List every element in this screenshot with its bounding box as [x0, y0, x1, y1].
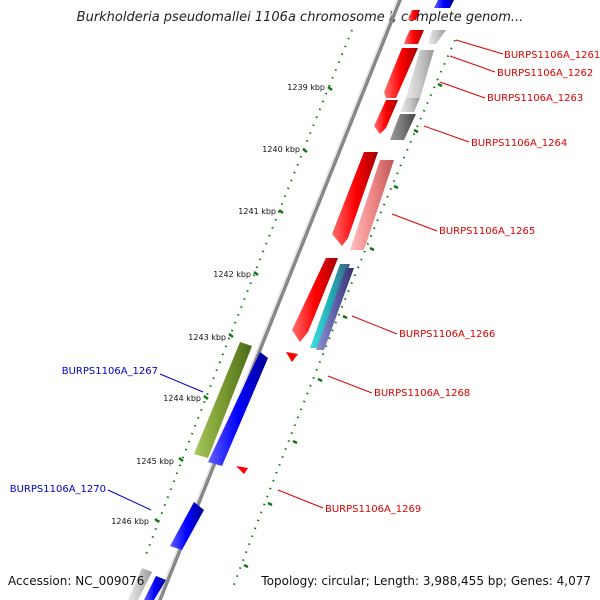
tick-label: 1246 kbp: [111, 517, 149, 526]
gene-label[interactable]: BURPS1106A_1266: [399, 329, 495, 340]
gene-feature[interactable]: [208, 352, 268, 466]
tick-mark: [437, 82, 443, 88]
tick-mark: [243, 563, 249, 569]
leader-line: [391, 213, 438, 232]
gene-label[interactable]: BURPS1106A_1261: [504, 50, 600, 61]
gene-feature[interactable]: [350, 160, 394, 250]
tick-mark: [253, 271, 259, 276]
leader-line: [423, 125, 470, 143]
leader-lines: [277, 39, 504, 509]
tick-mark: [228, 333, 234, 338]
tick-mark: [178, 457, 184, 462]
forward-leader-lines: [107, 373, 204, 511]
tick-label: 1242 kbp: [213, 270, 251, 279]
gene-feature[interactable]: [390, 114, 416, 140]
gene-feature[interactable]: [408, 10, 420, 20]
tick-mark: [154, 518, 160, 523]
gene-feature[interactable]: [316, 268, 354, 350]
tick-mark: [342, 314, 348, 320]
tick-label: 1239 kbp: [287, 83, 325, 92]
gene-label[interactable]: BURPS1106A_1262: [497, 68, 593, 79]
tick-label: 1240 kbp: [262, 145, 300, 154]
outer-tick-marks: [243, 82, 443, 569]
tick-mark: [317, 377, 323, 383]
gene-feature[interactable]: [332, 152, 378, 246]
gene-label[interactable]: BURPS1106A_1267: [62, 366, 158, 377]
gene-feature[interactable]: [292, 258, 338, 342]
gene-feature[interactable]: [434, 0, 454, 8]
gene-label[interactable]: BURPS1106A_1264: [471, 138, 567, 149]
tick-label: 1244 kbp: [163, 394, 201, 403]
tick-marks: [154, 86, 333, 523]
tick-label: 1245 kbp: [136, 457, 174, 466]
gene-feature[interactable]: [384, 48, 418, 98]
accession-text: Accession: NC_009076: [8, 574, 145, 588]
tick-mark: [327, 86, 333, 91]
gene-label[interactable]: BURPS1106A_1263: [487, 93, 583, 104]
gene-label[interactable]: BURPS1106A_1269: [325, 504, 421, 515]
leader-line: [327, 375, 373, 394]
gene-feature[interactable]: [170, 502, 204, 550]
leader-line: [439, 81, 486, 99]
leader-line: [277, 489, 324, 509]
gene-feature[interactable]: [428, 30, 446, 44]
tick-mark: [278, 209, 284, 214]
gene-feature[interactable]: [144, 576, 166, 600]
tick-label: 1243 kbp: [188, 333, 226, 342]
gene-feature[interactable]: [400, 98, 420, 112]
tick-mark: [413, 128, 419, 134]
tick-mark: [393, 184, 399, 190]
leader-line: [107, 489, 152, 511]
gene-feature[interactable]: [286, 352, 298, 362]
gene-label[interactable]: BURPS1106A_1265: [439, 226, 535, 237]
tick-mark: [267, 501, 273, 507]
gene-feature[interactable]: [374, 100, 398, 134]
tick-label: 1241 kbp: [238, 207, 276, 216]
tick-mark: [302, 148, 308, 153]
gene-label[interactable]: BURPS1106A_1268: [374, 388, 470, 399]
tick-mark: [292, 439, 298, 445]
leader-line: [159, 373, 204, 393]
tick-mark: [203, 395, 209, 400]
tick-mark: [369, 246, 375, 252]
gene-label[interactable]: BURPS1106A_1270: [10, 484, 106, 495]
gene-feature[interactable]: [404, 30, 424, 44]
gene-feature[interactable]: [194, 342, 252, 458]
gene-feature[interactable]: [406, 50, 434, 98]
leader-line: [449, 55, 496, 73]
leader-line: [455, 39, 504, 55]
leader-line: [351, 315, 398, 335]
gene-feature[interactable]: [236, 466, 248, 474]
gene-feature[interactable]: [128, 568, 152, 600]
topology-text: Topology: circular; Length: 3,988,455 bp…: [261, 574, 591, 588]
